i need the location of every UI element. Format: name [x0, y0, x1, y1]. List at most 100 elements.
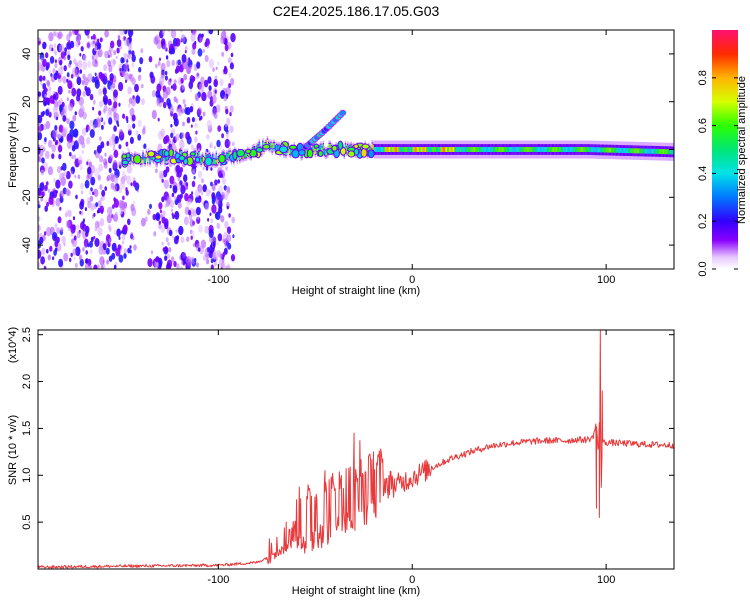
- noise-speck: [181, 54, 187, 63]
- trace-core: [423, 147, 426, 152]
- noise-speck: [216, 139, 221, 148]
- trace-core: [608, 147, 611, 153]
- spectrogram-y-ticks: -40 -20 0 20 40: [21, 48, 674, 253]
- noise-speck: [160, 96, 165, 104]
- noise-speck: [89, 240, 93, 248]
- noise-speck: [47, 254, 51, 261]
- noise-speck: [38, 262, 41, 268]
- noise-speck: [68, 227, 70, 231]
- noise-speck: [219, 78, 224, 87]
- noise-speck: [99, 155, 104, 163]
- noise-speck: [40, 256, 45, 265]
- trace-core: [553, 147, 555, 152]
- noise-speck: [123, 52, 129, 62]
- noise-speck: [46, 248, 49, 254]
- noise-speck: [53, 235, 56, 239]
- noise-speck: [158, 202, 163, 210]
- noise-speck: [158, 220, 161, 225]
- noise-speck: [95, 202, 99, 208]
- noise-speck: [79, 105, 85, 115]
- noise-speck: [211, 94, 217, 104]
- noise-speck: [198, 116, 202, 121]
- noise-speck: [157, 61, 161, 66]
- noise-speck: [42, 110, 45, 116]
- noise-speck: [41, 247, 46, 256]
- noise-speck: [157, 117, 160, 122]
- trace-core: [375, 147, 377, 152]
- noise-speck: [108, 64, 113, 73]
- noise-speck: [194, 123, 198, 128]
- noise-speck: [225, 123, 228, 128]
- trace-core: [426, 147, 428, 152]
- trace-core: [416, 147, 419, 152]
- noise-speck: [140, 98, 145, 106]
- trace-core: [507, 147, 509, 152]
- trace-core: [665, 149, 668, 155]
- noise-speck: [90, 204, 94, 211]
- noise-speck: [211, 192, 216, 200]
- noise-speck: [210, 258, 214, 264]
- noise-speck: [63, 65, 67, 72]
- snr-y-label: SNR (10 * v/v): [7, 415, 19, 485]
- noise-speck: [226, 186, 231, 193]
- noise-speck: [38, 156, 42, 163]
- x-tick-label: 0: [409, 574, 415, 586]
- noise-speck: [190, 144, 194, 150]
- noise-speck: [97, 38, 100, 43]
- trace-core: [409, 147, 412, 152]
- noise-speck: [62, 162, 67, 171]
- noise-speck: [207, 76, 212, 84]
- trace-blob: [306, 148, 314, 159]
- noise-speck: [224, 220, 229, 229]
- noise-speck: [169, 184, 172, 189]
- noise-speck: [54, 125, 58, 131]
- noise-speck: [88, 161, 93, 168]
- trace-core: [593, 147, 596, 153]
- noise-speck: [198, 185, 203, 194]
- noise-speck: [165, 134, 170, 143]
- noise-speck: [91, 55, 95, 60]
- noise-speck: [99, 136, 102, 141]
- noise-speck: [106, 259, 109, 265]
- noise-speck: [211, 183, 216, 192]
- trace-core: [202, 157, 205, 162]
- noise-speck: [180, 236, 185, 244]
- noise-speck: [44, 184, 48, 191]
- trace-core: [166, 154, 169, 160]
- noise-speck: [41, 89, 47, 99]
- trace-core: [451, 147, 454, 152]
- noise-speck: [175, 164, 181, 174]
- noise-speck: [101, 124, 104, 130]
- trace-core: [477, 147, 479, 152]
- noise-speck: [161, 210, 166, 218]
- trace-core: [660, 149, 662, 154]
- noise-speck: [206, 258, 210, 265]
- noise-speck: [196, 262, 199, 268]
- noise-speck: [89, 248, 93, 255]
- trace-core: [415, 147, 418, 152]
- trace-core: [610, 147, 612, 153]
- trace-core: [646, 148, 648, 154]
- noise-speck: [226, 264, 231, 269]
- trace-core: [376, 147, 378, 152]
- trace-core: [414, 147, 416, 152]
- noise-speck: [113, 149, 119, 158]
- noise-speck: [161, 216, 166, 224]
- noise-speck: [79, 210, 82, 215]
- noise-speck: [81, 149, 84, 155]
- trace-core: [425, 147, 427, 152]
- snr-series-line: [38, 330, 674, 569]
- noise-speck: [75, 35, 80, 42]
- noise-speck: [202, 184, 207, 193]
- noise-speck: [59, 172, 64, 182]
- noise-speck: [98, 88, 103, 96]
- noise-speck: [58, 153, 62, 160]
- noise-speck: [226, 226, 232, 234]
- trace-blob: [194, 156, 201, 163]
- trace-core: [632, 148, 634, 154]
- noise-speck: [162, 89, 169, 99]
- noise-speck: [55, 70, 59, 76]
- noise-speck: [87, 243, 90, 248]
- trace-core: [270, 142, 272, 148]
- noise-speck: [210, 218, 214, 224]
